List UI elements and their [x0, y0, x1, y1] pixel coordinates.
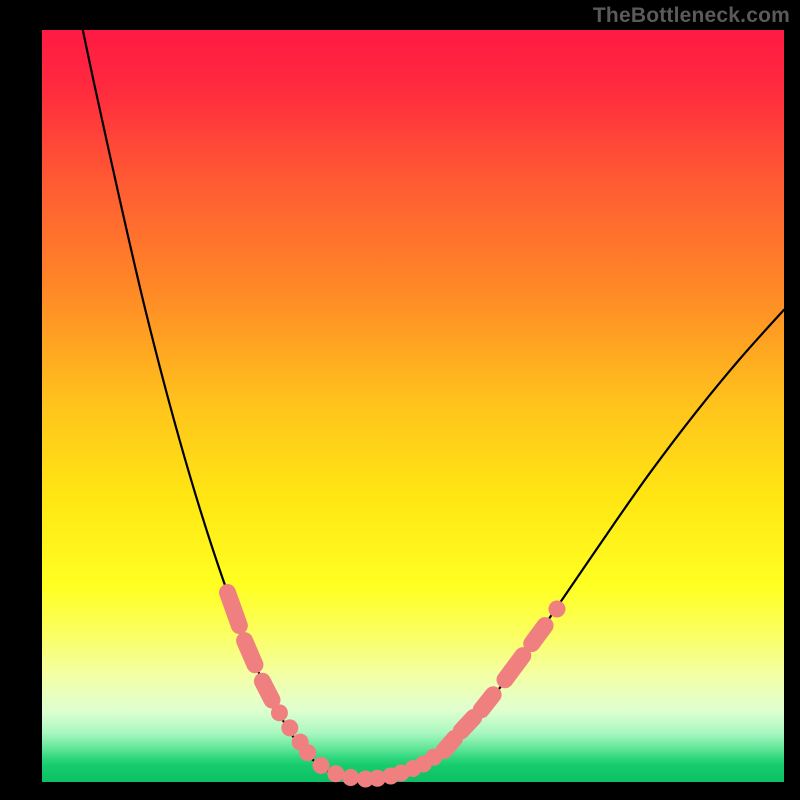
marker-capsule — [228, 592, 240, 625]
marker-dot — [327, 765, 344, 782]
marker-capsule — [245, 641, 255, 665]
marker-capsule — [481, 695, 493, 710]
plot-background — [42, 30, 784, 782]
marker-dot — [281, 719, 298, 736]
marker-capsule — [532, 626, 545, 644]
marker-dot — [425, 749, 442, 766]
marker-dot — [299, 744, 316, 761]
chart-stage: TheBottleneck.com — [0, 0, 800, 800]
marker-capsule — [444, 738, 454, 750]
bottleneck-curve-chart — [0, 0, 800, 800]
marker-dot — [271, 704, 288, 721]
marker-capsule — [461, 717, 474, 731]
marker-dot — [342, 769, 359, 786]
marker-dot — [548, 601, 565, 618]
watermark-text: TheBottleneck.com — [593, 4, 790, 28]
marker-capsule — [262, 681, 272, 700]
marker-dot — [312, 757, 329, 774]
